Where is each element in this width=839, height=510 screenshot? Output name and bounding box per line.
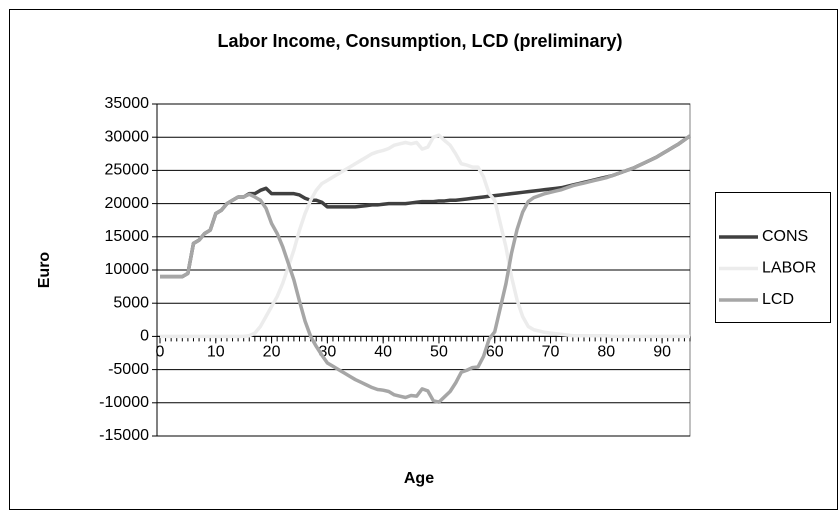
y-tick-label: 30000: [105, 128, 150, 145]
y-tick-label: -10000: [99, 394, 149, 411]
legend-label: LABOR: [762, 260, 816, 277]
x-tick-label: 80: [597, 344, 615, 361]
x-tick-label: 0: [156, 344, 165, 361]
legend-label: LCD: [762, 291, 794, 308]
y-tick-label: 10000: [105, 261, 150, 278]
y-tick-label: 15000: [105, 228, 150, 245]
y-tick-label: -15000: [99, 427, 149, 444]
y-tick-label: 20000: [105, 195, 150, 212]
x-tick-label: 10: [207, 344, 225, 361]
x-tick-label: 90: [653, 344, 671, 361]
y-tick-label: 0: [140, 328, 149, 345]
chart-title: Labor Income, Consumption, LCD (prelimin…: [217, 31, 622, 51]
legend-label: CONS: [762, 228, 808, 245]
series-line: [160, 134, 692, 404]
x-tick-label: 20: [263, 344, 281, 361]
y-tick-label: 5000: [113, 294, 149, 311]
y-tick-label: 25000: [105, 162, 150, 179]
x-tick-label: 60: [486, 344, 504, 361]
series-line: [160, 133, 690, 339]
y-tick-label: -5000: [108, 361, 149, 378]
x-axis-label: Age: [404, 470, 434, 487]
y-tick-label: 35000: [105, 95, 150, 112]
x-tick-label: 70: [542, 344, 560, 361]
x-tick-label: 40: [374, 344, 392, 361]
x-tick-label: 50: [430, 344, 448, 361]
y-axis-label: Euro: [36, 252, 53, 289]
